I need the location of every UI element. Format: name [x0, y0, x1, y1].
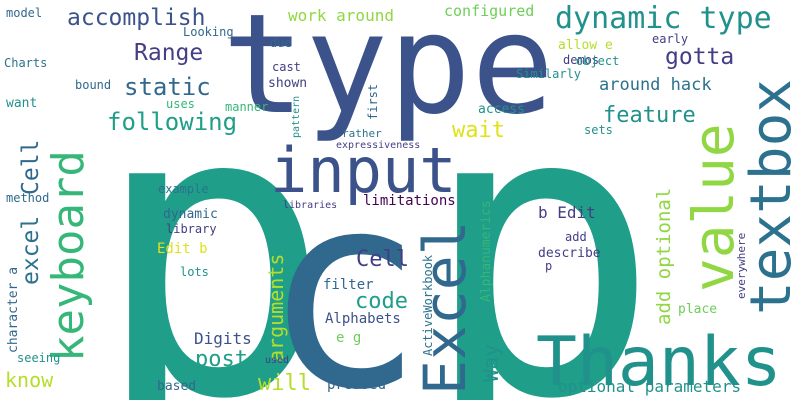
word: demos	[563, 53, 599, 67]
word: input	[270, 134, 457, 207]
word: add	[565, 230, 587, 244]
word: filter	[323, 277, 374, 293]
word: dynamic type	[555, 1, 772, 36]
word: libraries	[283, 200, 337, 211]
word: expressiveness	[336, 140, 420, 151]
word: Digits	[194, 329, 252, 348]
word: code	[355, 289, 408, 314]
word: cast	[272, 60, 301, 74]
word: b Edit	[538, 203, 596, 222]
word: Charts	[4, 56, 47, 70]
word: uses	[166, 97, 195, 111]
word: used	[265, 355, 289, 366]
word: Cell	[356, 247, 409, 272]
word: type	[222, 0, 554, 145]
word: first	[366, 84, 380, 120]
word: describe	[538, 246, 601, 261]
word: keyboard	[43, 150, 94, 362]
word: Thanks	[536, 323, 782, 400]
word: due	[270, 36, 292, 50]
word: place	[678, 302, 717, 317]
word: Alphabets	[325, 311, 401, 327]
word: pressed	[327, 377, 386, 393]
word: p	[92, 22, 333, 400]
word: Way	[479, 344, 503, 382]
word: excel	[18, 216, 44, 285]
word: p	[420, 22, 661, 400]
word: seeing	[17, 351, 60, 365]
word: wait	[452, 118, 505, 143]
word: c	[262, 134, 425, 400]
word: want	[6, 96, 37, 111]
word: value	[682, 123, 747, 292]
word: pattern	[291, 96, 302, 138]
word: allow e	[558, 38, 613, 53]
word: shown	[268, 76, 307, 91]
word: configured	[444, 2, 534, 20]
word: know	[5, 368, 54, 392]
word: Alphanumerics	[479, 200, 494, 302]
word: library	[166, 222, 217, 236]
word: sets	[584, 123, 613, 137]
word: Cell	[18, 140, 44, 195]
word: lots	[180, 265, 209, 279]
word: work around	[288, 6, 394, 25]
word: rather	[342, 127, 382, 140]
word: will	[258, 371, 311, 396]
word: limitations	[363, 193, 456, 209]
word: textbox	[739, 79, 800, 315]
word: method	[6, 191, 49, 205]
word: Excel	[411, 220, 479, 395]
word: post	[195, 347, 248, 372]
word: Edit b	[157, 241, 208, 257]
word: add optional	[653, 188, 675, 325]
word: Looking	[183, 25, 234, 39]
word: p	[545, 259, 552, 273]
word: early	[652, 32, 688, 46]
word: around hack	[599, 75, 712, 95]
word: gotta	[665, 44, 734, 70]
word: character a	[6, 267, 21, 353]
word: optional parameters	[558, 377, 741, 396]
word: based	[157, 379, 196, 394]
word: bound	[75, 78, 111, 92]
word: accomplish	[67, 5, 205, 31]
word: object	[576, 54, 619, 68]
word: following	[107, 108, 237, 136]
word: everywhere	[735, 233, 748, 299]
word: arguments	[264, 254, 288, 362]
word: manner	[225, 100, 268, 114]
word: dynamic	[163, 207, 218, 222]
word: Similarly	[516, 67, 581, 81]
word: feature	[603, 103, 696, 128]
word: model	[6, 6, 42, 20]
word: ActiveWorkbook	[421, 254, 435, 356]
word: access	[478, 102, 525, 117]
word: static	[124, 73, 211, 101]
word: e g	[336, 330, 361, 346]
word: example	[158, 182, 209, 196]
word: Range	[134, 40, 203, 66]
